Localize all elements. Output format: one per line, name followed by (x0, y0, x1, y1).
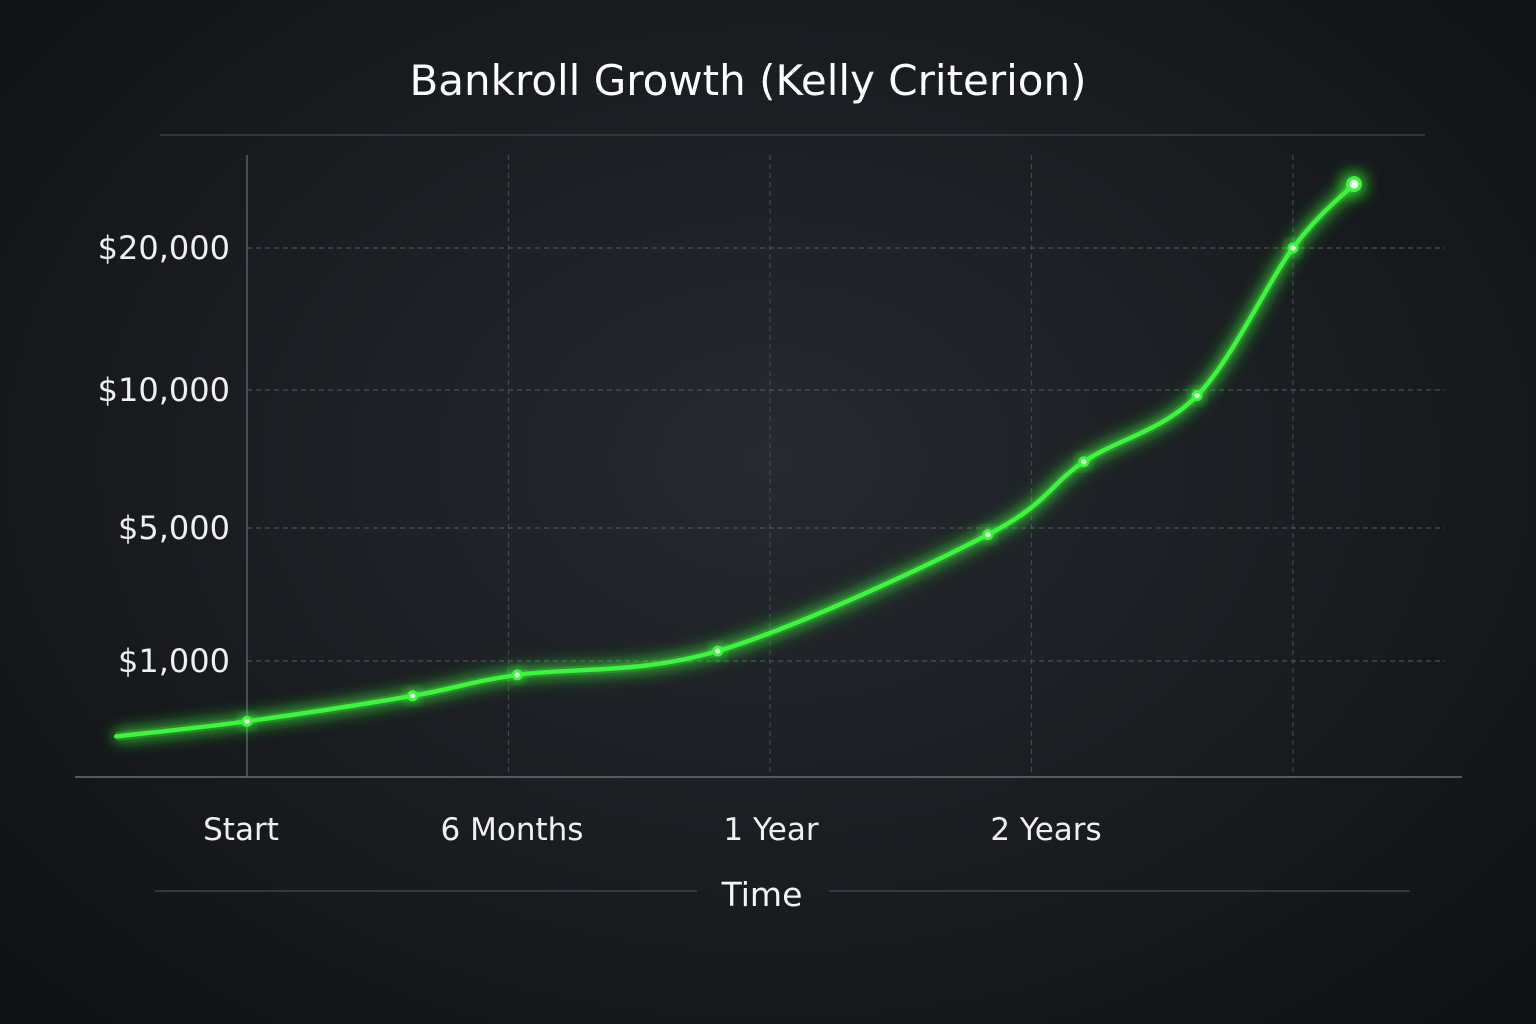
y-tick-labels: $1,000 $5,000 $10,000 $20,000 (98, 229, 230, 680)
x-tick-label: 1 Year (723, 812, 818, 848)
series-line (114, 181, 1357, 739)
y-tick-label: $5,000 (118, 509, 230, 547)
data-point-core (514, 672, 520, 678)
data-point-core (1194, 392, 1200, 399)
grid (247, 155, 1445, 777)
data-point-core (1290, 245, 1296, 251)
x-tick-label: 2 Years (990, 812, 1101, 848)
x-axis-label: Time (721, 875, 803, 914)
data-point-core (410, 693, 416, 699)
x-tick-label: Start (203, 812, 279, 848)
y-tick-label: $20,000 (98, 229, 230, 267)
data-point-core (1081, 459, 1087, 465)
y-tick-label: $10,000 (98, 371, 230, 409)
data-point-core (985, 532, 991, 538)
x-tick-labels: Start 6 Months 1 Year 2 Years (203, 812, 1102, 848)
series-layer (114, 176, 1363, 741)
series-line-glow (115, 180, 1358, 741)
data-point-core (1349, 179, 1359, 189)
x-tick-label: 6 Months (441, 812, 584, 848)
data-point-core (715, 648, 721, 654)
chart-title: Bankroll Growth (Kelly Criterion) (409, 56, 1086, 105)
y-tick-label: $1,000 (118, 642, 230, 680)
data-point-core (244, 718, 250, 724)
